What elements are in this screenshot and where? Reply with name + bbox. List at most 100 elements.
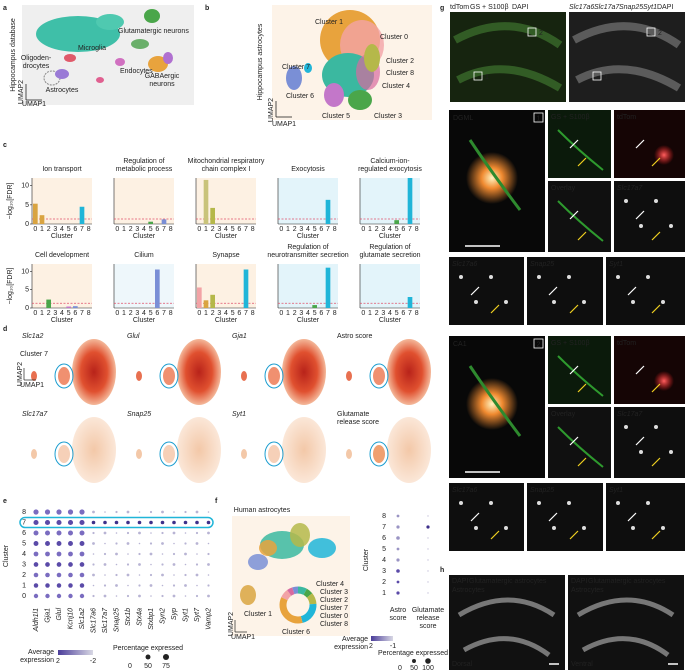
dot (92, 542, 95, 545)
cluster-label: Cluster 2 (386, 58, 414, 65)
puncta (616, 501, 620, 505)
bar (407, 297, 413, 308)
dot (138, 584, 141, 587)
donut-label: Cluster 7 (320, 605, 348, 612)
dot (149, 552, 153, 556)
signal (557, 355, 604, 397)
puncta (654, 425, 658, 429)
cluster-tick: 7 (382, 524, 386, 531)
arrow (651, 530, 661, 540)
legend-tick: -1 (390, 643, 396, 650)
bar (394, 220, 399, 224)
x-axis-label: Cluster (379, 317, 402, 324)
tile-label: Snap25 (127, 411, 151, 418)
channel-label: GS + S100β (470, 4, 508, 11)
gene-label: Glul (56, 608, 63, 621)
umap-blob (268, 445, 280, 463)
tile-label: Astro score (337, 333, 373, 340)
dot (103, 552, 107, 556)
arrow (548, 512, 558, 522)
axis-label: UMAP2 (228, 612, 235, 636)
tile-label: Slc1a2 (22, 333, 44, 340)
umap-blob (308, 538, 336, 558)
dot (44, 519, 51, 526)
puncta (624, 425, 628, 429)
legend-tick: 50 (144, 663, 152, 670)
inset-number: 1 (604, 74, 608, 81)
x-tick-label: 6 (155, 226, 159, 233)
umap-a (22, 5, 194, 105)
dot (396, 569, 400, 573)
chart-title: Exocytosis (291, 166, 325, 173)
micrograph (614, 336, 685, 404)
arrow (651, 383, 661, 393)
dot (195, 563, 199, 566)
puncta (631, 526, 635, 530)
dot (184, 584, 187, 587)
x-tick-label: 8 (169, 226, 173, 233)
arrow (627, 512, 637, 522)
gene-label: Syt7 (194, 607, 201, 622)
signal (654, 145, 674, 165)
chart-title: regulated exocytosis (358, 166, 422, 173)
x-tick-label: 7 (80, 226, 84, 233)
y-tick-label: 0 (25, 221, 29, 228)
tile-label: tdTom (617, 340, 636, 347)
y-axis-label: Cluster (363, 548, 370, 571)
dot (184, 532, 187, 534)
dot (33, 530, 39, 536)
gene-label: Syp (171, 608, 178, 620)
bar (161, 219, 167, 224)
umap-blob (373, 445, 385, 463)
umap-blob (31, 449, 37, 459)
dot (149, 520, 153, 525)
color-scale (58, 650, 93, 655)
x-tick-label: 2 (129, 310, 133, 317)
umap-blob (387, 417, 431, 483)
umap-blob (268, 367, 280, 385)
umap-blob (346, 371, 352, 381)
x-tick-label: 3 (299, 226, 303, 233)
x-tick-label: 7 (80, 310, 84, 317)
x-tick-label: 4 (60, 226, 64, 233)
tile-label: Overlay (551, 411, 576, 418)
x-axis-label: Cluster (215, 233, 238, 240)
umap-blob (136, 371, 142, 381)
dot (79, 572, 85, 578)
dot (195, 531, 199, 535)
cluster-tick: 1 (382, 590, 386, 597)
dot (161, 542, 164, 545)
arrow (627, 286, 637, 296)
puncta (459, 275, 463, 279)
cluster-tick: 1 (22, 583, 26, 590)
x-tick-label: 3 (381, 226, 385, 233)
dot (45, 562, 50, 567)
donut-segment (292, 586, 299, 595)
dot (184, 595, 187, 597)
dot (126, 520, 130, 525)
puncta (661, 300, 665, 304)
gene-label: Gja1 (45, 608, 52, 623)
gene-label: Slc17a7 (102, 607, 109, 633)
cluster-tick: 3 (22, 562, 26, 569)
cell-type: GABAergic (145, 73, 180, 80)
dot (396, 536, 400, 540)
dot (184, 552, 187, 556)
channel-label: DAPI (657, 4, 673, 11)
dot (115, 563, 118, 566)
channel-label: Slc17a7 (594, 4, 620, 11)
cell-type: Endocytes (120, 68, 153, 75)
tile-label: GS + S100β (551, 340, 589, 347)
chart-title: chain complex I (202, 166, 251, 173)
x-axis-label: Cluster (133, 233, 156, 240)
dot (184, 510, 187, 514)
number-box (533, 112, 544, 123)
arrow (569, 436, 579, 446)
cluster-tick: 7 (22, 520, 26, 527)
signal (557, 200, 604, 242)
x-tick-label: 8 (415, 226, 419, 233)
x-tick-label: 7 (244, 310, 248, 317)
legend-title: Average (28, 649, 54, 656)
x-tick-label: 2 (211, 310, 215, 317)
arrow (635, 436, 645, 446)
